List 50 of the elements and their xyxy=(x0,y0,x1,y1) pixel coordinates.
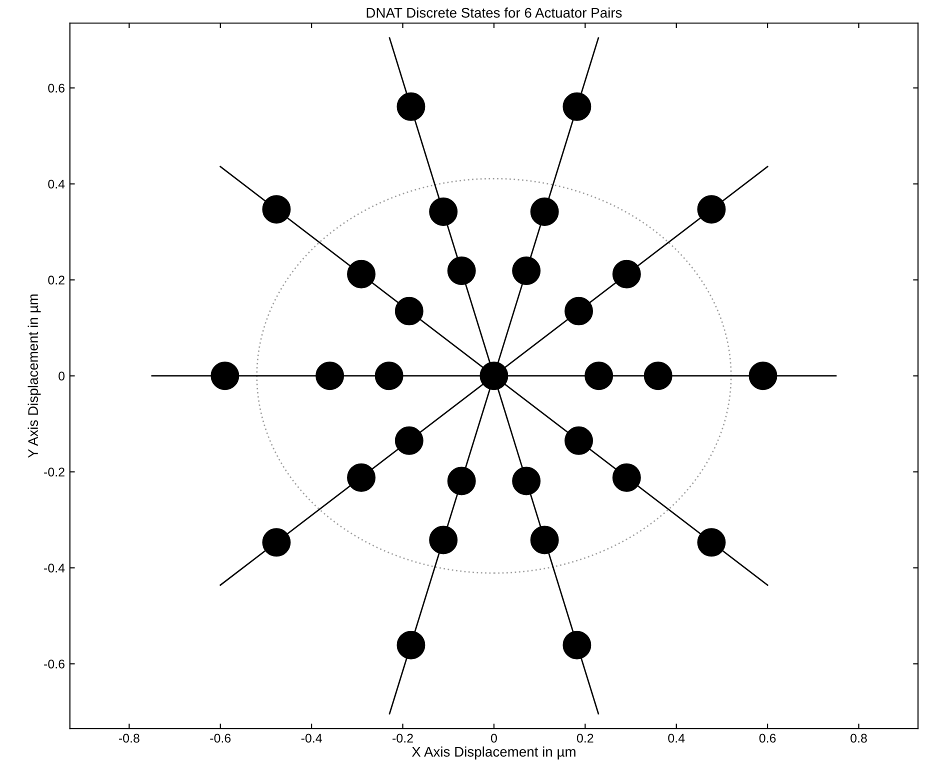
point xyxy=(396,630,426,660)
point xyxy=(374,362,404,390)
x-tick-label: 0.8 xyxy=(850,734,867,743)
point xyxy=(447,466,476,496)
point xyxy=(612,260,641,288)
y-tick-label: 0.6 xyxy=(48,84,64,93)
y-tick-label: 0.4 xyxy=(48,180,65,189)
y-tick-label: -0.2 xyxy=(44,468,64,476)
point xyxy=(316,362,344,390)
point xyxy=(396,92,426,121)
point xyxy=(697,528,726,557)
point xyxy=(512,466,541,496)
point xyxy=(562,92,592,121)
point xyxy=(584,362,614,390)
x-tick-label: 0.6 xyxy=(759,734,776,743)
point xyxy=(447,256,476,285)
point xyxy=(530,198,559,226)
point xyxy=(429,526,458,554)
point xyxy=(347,463,376,492)
point xyxy=(429,198,458,226)
point xyxy=(564,426,594,455)
point xyxy=(748,362,778,390)
x-tick-label: -0.8 xyxy=(118,734,140,743)
point xyxy=(394,296,424,326)
point xyxy=(262,528,291,557)
point xyxy=(262,195,291,224)
y-tick-label: -0.4 xyxy=(44,564,65,572)
x-tick-label: 0.2 xyxy=(576,734,594,743)
x-tick-label: 0.4 xyxy=(668,734,685,743)
y-tick-label: -0.6 xyxy=(44,660,64,668)
point xyxy=(697,195,726,224)
x-tick-label: 0 xyxy=(490,734,497,743)
point xyxy=(394,426,424,455)
chart-title: DNAT Discrete States for 6 Actuator Pairs xyxy=(366,8,622,18)
y-axis-title: Y Axis Displacement in µm xyxy=(28,294,41,458)
x-tick-label: -0.2 xyxy=(392,734,413,743)
y-tick-label: 0.2 xyxy=(48,276,64,285)
point xyxy=(512,256,541,285)
point xyxy=(530,526,559,554)
y-tick-label: 0 xyxy=(58,372,65,381)
x-tick-label: -0.6 xyxy=(210,734,231,743)
x-tick-label: -0.4 xyxy=(301,734,322,743)
x-axis-title: X Axis Displacement in µm xyxy=(412,746,576,760)
point xyxy=(480,362,508,390)
point xyxy=(564,296,594,326)
point xyxy=(644,362,672,390)
point xyxy=(210,362,240,390)
point xyxy=(347,260,376,288)
point xyxy=(612,463,641,492)
point xyxy=(562,630,592,660)
